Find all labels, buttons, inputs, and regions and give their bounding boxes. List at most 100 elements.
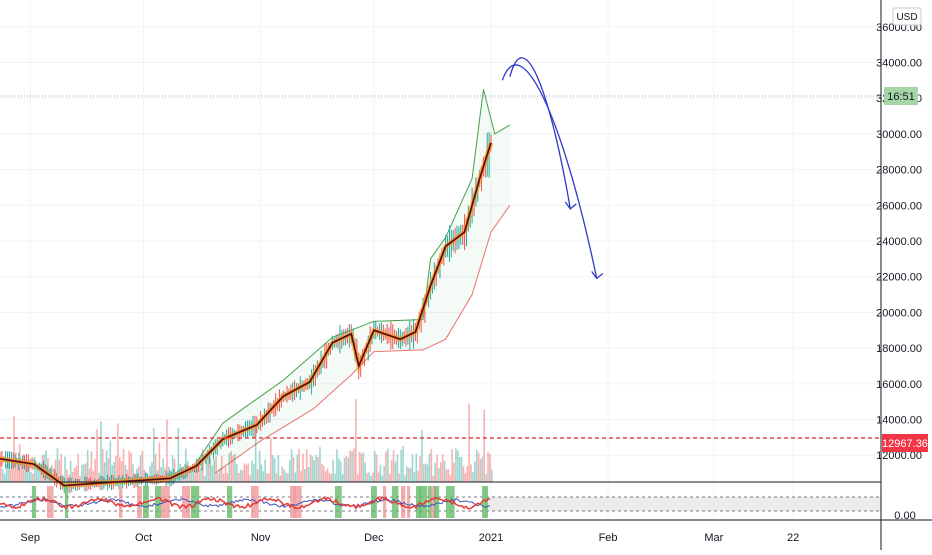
oscillator-highlight xyxy=(485,486,489,518)
oscillator-highlight xyxy=(428,486,432,518)
forecast-arrows[interactable] xyxy=(501,57,604,280)
oscillator-highlight xyxy=(227,486,233,518)
volume-bar xyxy=(309,454,312,482)
clock-badge xyxy=(884,87,918,105)
volume-bar xyxy=(258,450,261,482)
oscillator-signal-line xyxy=(0,498,491,509)
volume-bar xyxy=(154,453,157,482)
volume-bar xyxy=(33,456,36,482)
volume-bar xyxy=(139,455,142,482)
volume-bar xyxy=(62,475,64,482)
volume-bar xyxy=(73,468,76,482)
volume-bar xyxy=(162,458,165,482)
volume-bar xyxy=(355,399,357,482)
oscillator-highlight xyxy=(419,486,428,518)
volume-bar xyxy=(47,458,49,482)
oscillator-highlight xyxy=(290,486,296,518)
volume-bar xyxy=(468,403,470,482)
volume-bar xyxy=(120,461,123,482)
volume-bar xyxy=(118,457,121,482)
volume-bar xyxy=(390,459,393,482)
volume-bar xyxy=(456,450,459,482)
volume-bar xyxy=(92,470,95,482)
volume-bar xyxy=(217,472,219,482)
currency-badge[interactable] xyxy=(892,7,922,26)
volume-bar xyxy=(124,465,127,482)
volume-bar xyxy=(387,448,389,482)
volume-bar xyxy=(101,448,104,482)
volume-bar xyxy=(128,450,131,482)
volume-bar xyxy=(22,454,25,482)
volume-bar xyxy=(215,456,217,482)
volume-bar xyxy=(254,425,257,482)
volume-bar xyxy=(328,473,331,482)
volume-bar xyxy=(185,448,187,482)
volume-bar xyxy=(149,466,151,482)
volume-bar xyxy=(266,473,268,482)
volume-bar xyxy=(245,464,248,482)
volume-bar xyxy=(396,454,399,482)
volume-bar xyxy=(183,474,185,482)
x-tick-label: Sep xyxy=(20,532,40,544)
volume-bar xyxy=(39,463,42,482)
volume-bar xyxy=(343,457,346,482)
volume-bar xyxy=(83,464,85,482)
volume-bar xyxy=(222,473,225,482)
oscillator-highlight xyxy=(335,486,342,518)
volume-bar xyxy=(152,428,155,482)
volume-bar xyxy=(0,462,2,482)
volume-bar xyxy=(109,440,112,482)
volume-bar xyxy=(326,468,329,482)
volume-bar xyxy=(470,464,472,482)
y-tick-label: 12000.00 xyxy=(876,450,922,462)
volume-bar xyxy=(279,475,282,482)
volume-bar xyxy=(364,462,367,482)
volume-bar xyxy=(251,460,253,482)
volume-bar xyxy=(317,456,319,482)
volume-bar xyxy=(100,421,102,482)
volume-bar xyxy=(28,464,30,482)
volume-bar xyxy=(132,464,134,482)
volume-bar xyxy=(453,462,455,482)
volume-bar xyxy=(417,470,419,482)
volume-bar xyxy=(113,461,115,482)
volume-bar xyxy=(406,466,408,482)
volume-bar xyxy=(11,460,13,482)
volume-bar xyxy=(15,452,17,482)
volume-bar xyxy=(349,450,351,482)
volume-bar xyxy=(194,462,197,482)
y-tick-label: 26000.00 xyxy=(876,200,922,212)
volume-bar xyxy=(77,453,80,482)
volume-bar xyxy=(400,449,402,482)
volume-bar xyxy=(451,449,453,482)
volume-bar xyxy=(143,469,146,482)
volume-bar xyxy=(296,454,299,482)
y-tick-label: 34000.00 xyxy=(876,57,922,69)
volume-bar xyxy=(243,463,246,482)
volume-bar xyxy=(26,462,29,482)
volume-bar xyxy=(166,419,168,482)
volume-bar xyxy=(332,459,334,482)
volume-bar xyxy=(88,468,91,482)
volume-bar xyxy=(281,466,283,482)
cloud-fill xyxy=(196,89,510,474)
volume-bar xyxy=(304,469,306,482)
volume-bar xyxy=(447,468,450,482)
volume-bar xyxy=(321,463,323,482)
y-tick-label: 20000.00 xyxy=(876,307,922,319)
volume-bar xyxy=(130,452,132,482)
volume-bar xyxy=(32,473,34,482)
volume-bar xyxy=(200,467,202,482)
volume-bar xyxy=(345,456,348,482)
volume-bar xyxy=(424,463,427,482)
volume-bar xyxy=(394,461,397,482)
volume-bar xyxy=(264,459,266,482)
volume-bar xyxy=(35,466,38,482)
volume-bar xyxy=(158,442,161,482)
volume-bar xyxy=(370,475,372,482)
volume-bar xyxy=(389,474,391,482)
oscillator-highlight xyxy=(65,486,69,518)
oscillator-main-line xyxy=(0,496,491,510)
